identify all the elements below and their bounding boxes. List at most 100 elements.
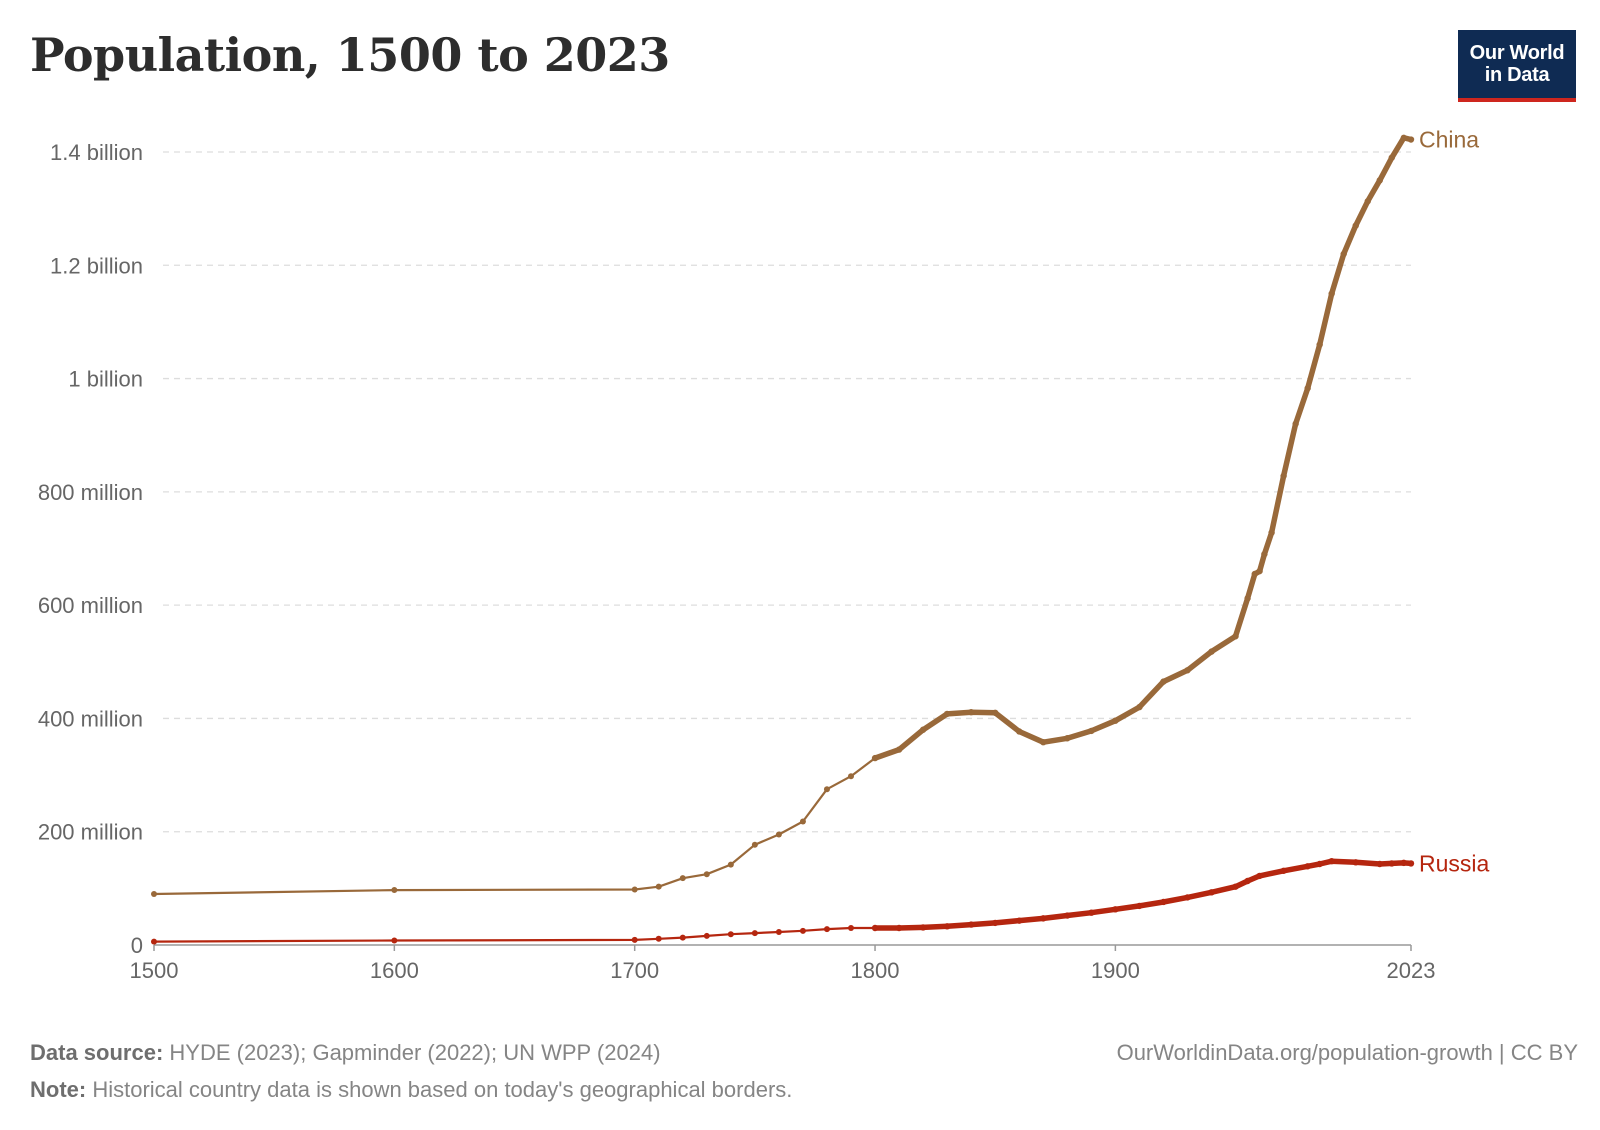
data-point-china-7 bbox=[751, 841, 758, 848]
data-point-china-29 bbox=[1251, 570, 1258, 578]
data-point-china-38 bbox=[1340, 250, 1347, 258]
data-point-russia-35 bbox=[1376, 860, 1383, 868]
x-tick-label-4: 1900 bbox=[1091, 958, 1140, 983]
data-point-russia-12 bbox=[871, 924, 879, 932]
data-point-russia-17 bbox=[992, 919, 999, 927]
y-tick-label-7: 1.4 billion bbox=[50, 140, 143, 165]
logo-line-2: in Data bbox=[1484, 64, 1550, 86]
data-point-russia-37 bbox=[1400, 859, 1407, 867]
data-point-china-41 bbox=[1376, 177, 1383, 184]
logo-line-1: Our World bbox=[1469, 42, 1565, 64]
credit-link[interactable]: OurWorldinData.org/population-growth | C… bbox=[1116, 1040, 1578, 1065]
data-point-russia-16 bbox=[967, 921, 975, 928]
data-point-china-34 bbox=[1292, 420, 1299, 428]
data-point-china-16 bbox=[967, 708, 975, 716]
series-line-russia bbox=[872, 858, 1414, 931]
data-point-china-33 bbox=[1280, 472, 1287, 480]
note-text: Historical country data is shown based o… bbox=[92, 1077, 793, 1102]
data-point-russia-1 bbox=[391, 937, 398, 944]
data-point-china-1 bbox=[391, 887, 398, 894]
data-point-china-21 bbox=[1088, 727, 1095, 735]
x-tick-label-1: 1600 bbox=[370, 958, 419, 983]
data-point-china-3 bbox=[655, 883, 662, 890]
data-point-russia-9 bbox=[799, 927, 806, 934]
data-point-russia-23 bbox=[1136, 902, 1143, 910]
data-point-russia-15 bbox=[943, 923, 951, 930]
series-label-china: China bbox=[1419, 127, 1479, 153]
series-line-china bbox=[872, 135, 1414, 761]
x-tick-label-5: 2023 bbox=[1387, 958, 1436, 983]
data-point-russia-36 bbox=[1388, 860, 1395, 867]
data-point-china-23 bbox=[1136, 703, 1143, 711]
y-tick-label-3: 600 million bbox=[38, 593, 143, 618]
series-line-russia-early bbox=[153, 926, 875, 943]
data-point-china-28 bbox=[1244, 595, 1251, 602]
data-point-china-39 bbox=[1352, 222, 1359, 229]
data-point-russia-10 bbox=[823, 926, 830, 933]
data-point-china-9 bbox=[799, 818, 806, 825]
data-point-russia-5 bbox=[703, 932, 710, 939]
data-point-china-10 bbox=[823, 786, 830, 793]
data-point-russia-31 bbox=[1304, 863, 1311, 870]
data-point-china-12 bbox=[871, 754, 879, 762]
data-point-russia-3 bbox=[655, 935, 662, 942]
data-point-china-25 bbox=[1184, 667, 1191, 674]
data-point-russia-19 bbox=[1040, 915, 1047, 922]
data-point-china-27 bbox=[1232, 633, 1239, 640]
data-point-russia-25 bbox=[1184, 894, 1191, 901]
data-point-china-6 bbox=[727, 861, 734, 868]
data-point-china-44 bbox=[1407, 136, 1415, 143]
data-point-russia-34 bbox=[1352, 859, 1359, 866]
data-point-china-35 bbox=[1304, 385, 1311, 392]
data-point-russia-4 bbox=[679, 934, 686, 941]
data-point-china-30 bbox=[1256, 567, 1263, 575]
y-tick-label-4: 800 million bbox=[38, 480, 143, 505]
data-point-china-31 bbox=[1261, 550, 1268, 558]
chart-title: Population, 1500 to 2023 bbox=[30, 28, 670, 82]
data-point-russia-11 bbox=[847, 925, 854, 932]
data-point-china-13 bbox=[895, 746, 903, 753]
data-point-china-8 bbox=[775, 831, 782, 838]
owid-logo[interactable]: Our World in Data bbox=[1458, 30, 1576, 102]
x-tick-label-0: 1500 bbox=[130, 958, 179, 983]
data-point-russia-18 bbox=[1016, 917, 1023, 924]
data-point-china-18 bbox=[1016, 728, 1023, 735]
data-point-china-17 bbox=[992, 709, 999, 716]
data-point-russia-6 bbox=[727, 931, 734, 938]
data-point-china-20 bbox=[1064, 735, 1071, 742]
data-point-china-24 bbox=[1160, 678, 1167, 685]
data-point-russia-32 bbox=[1316, 860, 1323, 868]
data-point-china-40 bbox=[1364, 198, 1371, 205]
data-point-china-36 bbox=[1316, 341, 1323, 348]
line-chart: 0 200 million 400 million 600 million 800 mi… bbox=[38, 127, 1490, 983]
data-point-russia-21 bbox=[1088, 909, 1095, 916]
data-point-china-15 bbox=[943, 710, 951, 718]
data-point-russia-38 bbox=[1407, 860, 1415, 867]
y-tick-label-1: 200 million bbox=[38, 820, 143, 845]
data-source: Data source: HYDE (2023); Gapminder (202… bbox=[30, 1040, 661, 1066]
data-point-china-37 bbox=[1328, 290, 1335, 297]
data-point-russia-24 bbox=[1160, 898, 1167, 906]
data-source-link[interactable]: HYDE (2023); Gapminder (2022); UN WPP (2… bbox=[169, 1040, 661, 1065]
data-point-china-42 bbox=[1388, 154, 1395, 161]
x-tick-label-2: 1700 bbox=[610, 958, 659, 983]
data-point-china-14 bbox=[919, 726, 927, 733]
data-point-russia-8 bbox=[775, 928, 782, 935]
data-point-russia-22 bbox=[1112, 906, 1119, 913]
data-point-russia-2 bbox=[631, 936, 638, 943]
data-point-china-5 bbox=[703, 871, 710, 878]
y-tick-label-0: 0 bbox=[131, 933, 143, 958]
note-label: Note: bbox=[30, 1077, 87, 1102]
data-point-russia-26 bbox=[1208, 889, 1215, 896]
y-tick-label-5: 1 billion bbox=[68, 367, 143, 392]
data-point-russia-30 bbox=[1280, 867, 1287, 874]
data-point-china-22 bbox=[1112, 717, 1119, 724]
chart-note: Note: Historical country data is shown b… bbox=[30, 1077, 792, 1103]
x-tick-label-3: 1800 bbox=[851, 958, 900, 983]
data-point-russia-20 bbox=[1064, 912, 1071, 919]
data-point-russia-29 bbox=[1256, 872, 1263, 880]
data-point-china-11 bbox=[847, 773, 854, 780]
series-label-russia: Russia bbox=[1419, 850, 1490, 876]
data-point-russia-28 bbox=[1244, 877, 1251, 885]
data-point-russia-13 bbox=[895, 924, 903, 932]
